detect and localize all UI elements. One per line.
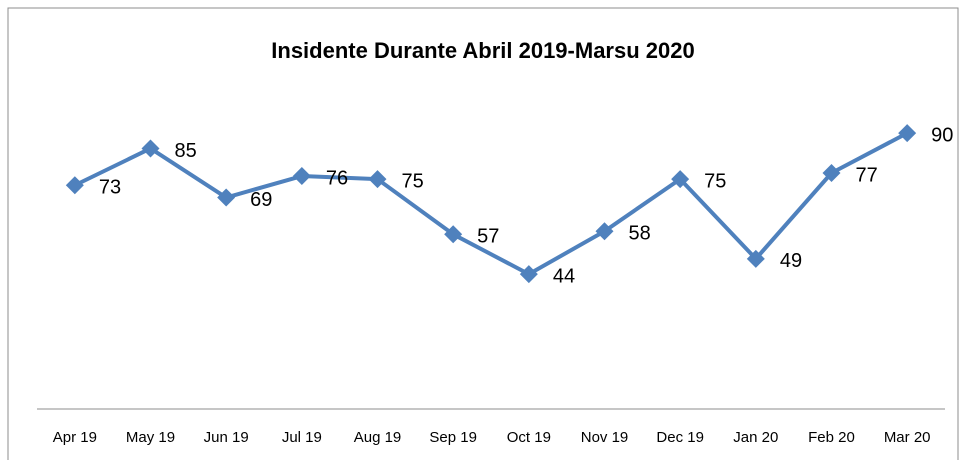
x-tick-label: May 19 bbox=[126, 429, 175, 446]
data-point bbox=[444, 225, 463, 244]
data-label: 57 bbox=[477, 226, 499, 248]
data-point bbox=[595, 222, 614, 241]
x-tick-label: Apr 19 bbox=[53, 429, 97, 446]
x-tick-label: Sep 19 bbox=[429, 429, 477, 446]
x-tick-label: Nov 19 bbox=[581, 429, 629, 446]
data-line bbox=[73, 131, 909, 277]
data-label: 90 bbox=[931, 124, 953, 146]
data-label: 49 bbox=[780, 250, 802, 272]
x-tick-label: Mar 20 bbox=[884, 429, 931, 446]
data-label: 85 bbox=[175, 140, 197, 162]
x-tick-label: Jul 19 bbox=[282, 429, 322, 446]
data-point bbox=[822, 163, 841, 182]
chart-frame bbox=[7, 7, 959, 460]
x-tick-label: Dec 19 bbox=[656, 429, 704, 446]
data-label: 76 bbox=[326, 167, 348, 189]
x-tick-label: Aug 19 bbox=[354, 429, 402, 446]
data-label: 73 bbox=[99, 177, 121, 199]
data-point bbox=[217, 188, 236, 207]
data-point bbox=[746, 249, 765, 268]
data-point bbox=[141, 139, 160, 158]
data-point bbox=[368, 170, 387, 189]
data-label: 69 bbox=[250, 189, 272, 211]
x-tick-label: Feb 20 bbox=[808, 429, 855, 446]
x-tick-label: Oct 19 bbox=[507, 429, 551, 446]
data-label: 75 bbox=[704, 170, 726, 192]
data-point bbox=[671, 170, 690, 189]
x-tick-label: Jan 20 bbox=[733, 429, 778, 446]
data-label: 44 bbox=[553, 265, 575, 287]
x-tick-label: Jun 19 bbox=[204, 429, 249, 446]
data-point bbox=[65, 176, 84, 195]
data-label: 75 bbox=[402, 170, 424, 192]
data-point bbox=[898, 124, 917, 143]
chart-title: Insidente Durante Abril 2019-Marsu 2020 bbox=[271, 38, 694, 63]
data-label: 58 bbox=[629, 223, 651, 245]
data-point bbox=[292, 167, 311, 186]
data-label: 77 bbox=[856, 164, 878, 186]
data-point bbox=[519, 265, 538, 284]
